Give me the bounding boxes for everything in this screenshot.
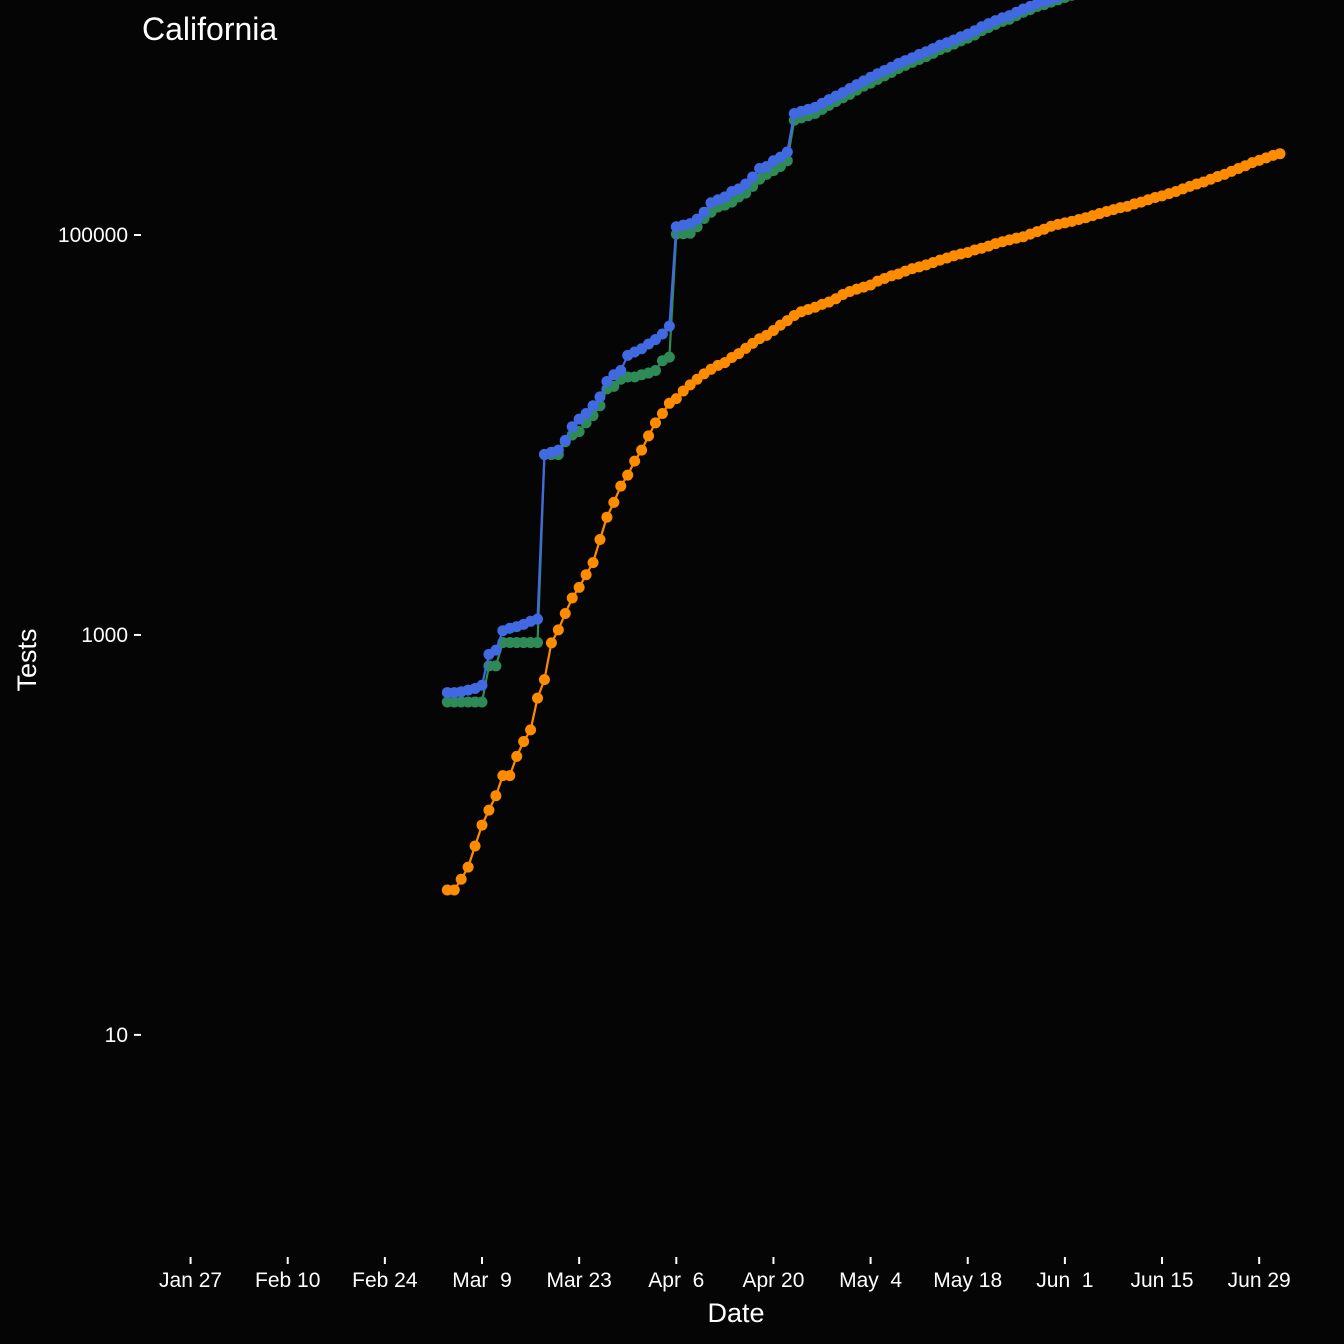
data-point bbox=[698, 206, 710, 218]
data-point bbox=[490, 660, 502, 672]
data-point bbox=[1045, 0, 1057, 5]
data-point bbox=[566, 592, 578, 604]
data-point bbox=[629, 455, 641, 467]
data-point bbox=[552, 624, 564, 636]
data-point bbox=[469, 840, 481, 852]
data-point bbox=[670, 393, 682, 405]
y-axis-title: Tests bbox=[12, 628, 42, 691]
data-point bbox=[490, 644, 502, 656]
data-point bbox=[525, 724, 537, 736]
data-point bbox=[587, 400, 599, 412]
data-point bbox=[594, 391, 606, 403]
chart-title: California bbox=[142, 11, 277, 47]
data-point bbox=[545, 637, 557, 649]
x-tick-label: Feb 10 bbox=[255, 1269, 320, 1292]
data-point bbox=[559, 434, 571, 446]
data-point bbox=[615, 480, 627, 492]
data-point bbox=[1274, 148, 1286, 160]
data-point bbox=[663, 351, 675, 363]
y-tick-label: 1000 bbox=[81, 624, 128, 647]
data-point bbox=[532, 637, 544, 649]
data-point bbox=[1068, 0, 1075, 1]
data-point bbox=[656, 328, 668, 340]
data-point bbox=[608, 496, 620, 508]
x-tick-label: Apr 6 bbox=[648, 1269, 704, 1292]
x-tick-label: Jun 1 bbox=[1036, 1269, 1093, 1292]
plot-area bbox=[441, 0, 1286, 896]
y-axis: 10 1000 100000 bbox=[58, 224, 141, 1047]
data-point bbox=[483, 804, 495, 816]
data-point bbox=[518, 736, 530, 748]
data-point bbox=[455, 873, 467, 885]
data-point bbox=[781, 146, 793, 158]
data-point bbox=[740, 178, 752, 190]
data-point bbox=[511, 750, 523, 762]
y-tick-label: 100000 bbox=[58, 224, 128, 247]
x-tick-label: May 18 bbox=[933, 1269, 1002, 1292]
data-point bbox=[656, 408, 668, 420]
data-point bbox=[566, 421, 578, 433]
x-tick-label: Jun 15 bbox=[1131, 1269, 1194, 1292]
data-point bbox=[643, 430, 655, 442]
data-point bbox=[490, 790, 502, 802]
x-tick-label: Feb 24 bbox=[352, 1269, 418, 1292]
data-point bbox=[1053, 0, 1063, 3]
data-point bbox=[691, 213, 703, 225]
series-2 bbox=[441, 148, 1286, 896]
x-tick-label: Jun 29 bbox=[1228, 1269, 1291, 1292]
data-point bbox=[587, 557, 599, 569]
data-point bbox=[649, 365, 661, 377]
data-point bbox=[747, 171, 759, 183]
data-point bbox=[1059, 0, 1070, 4]
data-point bbox=[580, 569, 592, 581]
x-axis-title: Date bbox=[707, 1298, 764, 1328]
data-point bbox=[552, 444, 564, 456]
data-point bbox=[532, 613, 544, 625]
data-point bbox=[504, 770, 516, 782]
x-tick-label: Mar 23 bbox=[546, 1269, 611, 1292]
data-point bbox=[636, 444, 648, 456]
x-tick-label: Mar 9 bbox=[452, 1269, 512, 1292]
y-tick-label: 10 bbox=[105, 1024, 128, 1047]
data-point bbox=[538, 674, 550, 686]
data-point bbox=[476, 696, 488, 708]
data-point bbox=[532, 692, 544, 704]
x-tick-label: Apr 20 bbox=[743, 1269, 805, 1292]
data-point bbox=[559, 608, 571, 619]
data-point bbox=[580, 408, 592, 420]
data-point bbox=[684, 227, 696, 239]
data-point bbox=[476, 819, 488, 831]
data-point bbox=[462, 861, 474, 873]
series-1 bbox=[441, 0, 1067, 699]
data-point bbox=[594, 534, 606, 546]
data-point bbox=[649, 417, 661, 429]
x-tick-label: May 4 bbox=[839, 1269, 902, 1292]
x-tick-label: Jan 27 bbox=[159, 1269, 222, 1292]
data-point bbox=[615, 365, 627, 377]
data-point bbox=[663, 320, 675, 332]
data-point bbox=[448, 884, 460, 896]
data-point bbox=[622, 469, 634, 481]
data-point bbox=[476, 679, 488, 691]
x-axis: Jan 27 Feb 10 Feb 24 Mar 9 Mar 23 Apr 6 Apr 20… bbox=[159, 1257, 1291, 1292]
data-point bbox=[573, 581, 585, 593]
data-point bbox=[601, 376, 613, 388]
data-point bbox=[601, 511, 613, 523]
